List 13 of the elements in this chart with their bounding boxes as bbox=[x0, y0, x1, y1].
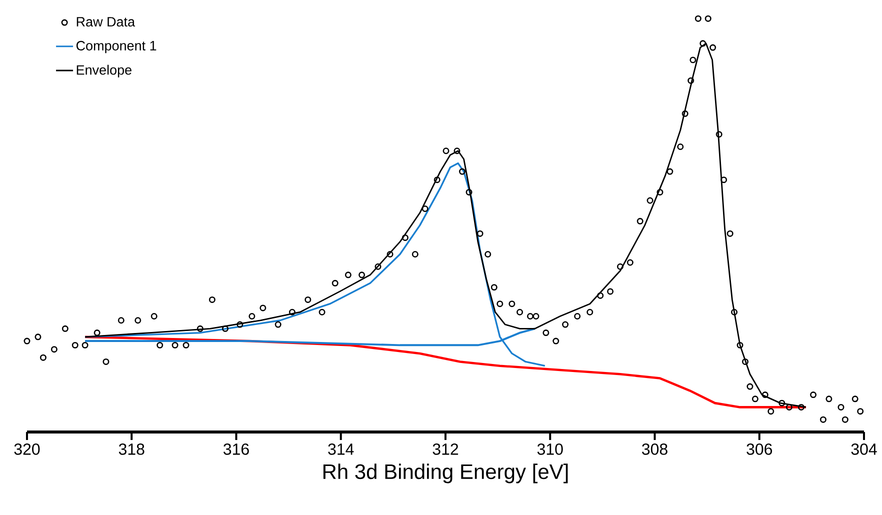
x-tick-label: 318 bbox=[118, 444, 144, 455]
x-tick-label: 320 bbox=[14, 444, 40, 455]
x-tick-label: 304 bbox=[851, 444, 877, 455]
x-tick-label: 316 bbox=[224, 444, 249, 455]
legend-label: Envelope bbox=[76, 64, 132, 78]
legend-label: Component 1 bbox=[76, 40, 156, 54]
x-tick-label: 314 bbox=[328, 444, 354, 455]
x-tick-label: 310 bbox=[537, 444, 563, 455]
x-tick-label: 308 bbox=[642, 444, 668, 455]
x-tick-label: 306 bbox=[746, 444, 772, 455]
legend-label: Raw Data bbox=[76, 17, 136, 27]
x-axis-title: Rh 3d Binding Energy [eV] bbox=[323, 464, 568, 484]
x-tick-label: 312 bbox=[432, 444, 458, 455]
